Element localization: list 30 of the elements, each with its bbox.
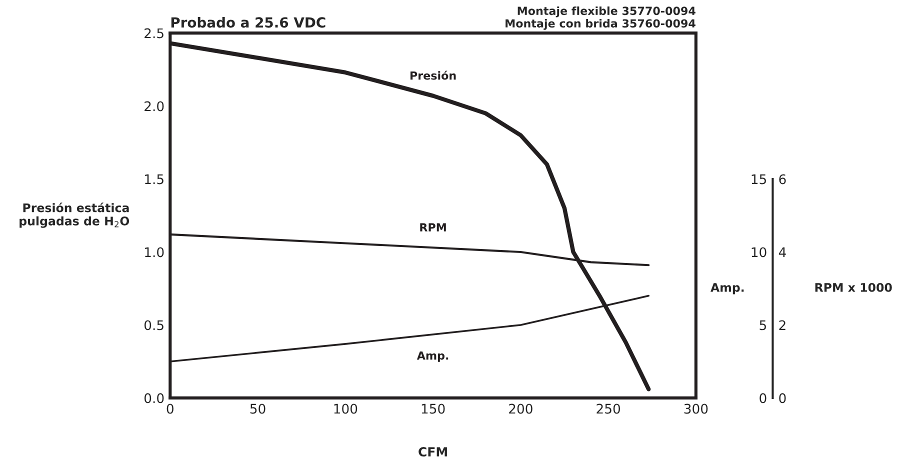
y-tick-label: 0.0 xyxy=(144,393,164,404)
x-tick-label: 150 xyxy=(422,404,445,414)
x-tick-label: 0 xyxy=(166,404,174,414)
y3-tick-label: 2 xyxy=(779,320,786,330)
y2-tick-label: 15 xyxy=(752,174,766,184)
y2-tick-label: 10 xyxy=(752,247,766,258)
y3-tick-label: 4 xyxy=(778,247,786,258)
y2-axis-title: Amp. xyxy=(710,283,744,294)
x-tick-label: 250 xyxy=(596,404,620,414)
y2-tick-label: 5 xyxy=(760,320,766,330)
y-tick-label: 2.5 xyxy=(144,28,164,38)
y-tick-label: 0.5 xyxy=(144,320,164,330)
y3-tick-label: 0 xyxy=(779,393,786,404)
x-tick-label: 100 xyxy=(334,404,358,414)
y3-tick-label: 6 xyxy=(779,174,786,184)
x-axis-title: CFM xyxy=(418,447,447,457)
x-tick-label: 200 xyxy=(509,404,532,414)
y-tick-label: 1.5 xyxy=(145,174,164,184)
series-label: RPM xyxy=(420,223,446,232)
x-tick-label: 50 xyxy=(250,404,266,414)
y-tick-label: 1.0 xyxy=(145,247,164,258)
chart-subtitle: Montaje flexible 35770-0094 Montaje con brida 35760-0094 xyxy=(506,6,696,30)
y-tick-label: 2.0 xyxy=(144,101,164,112)
y-axis-title: Presión estática pulgadas de H$_{2}$O xyxy=(20,202,130,228)
y3-axis-title: RPM x 1000 xyxy=(815,282,892,292)
series-label: Presión xyxy=(410,70,456,80)
series-label: Amp. xyxy=(416,351,448,362)
chart-title: Probado a 25.6 VDC xyxy=(171,16,326,28)
y2-tick-label: 0 xyxy=(760,393,766,404)
x-tick-label: 300 xyxy=(684,404,708,414)
